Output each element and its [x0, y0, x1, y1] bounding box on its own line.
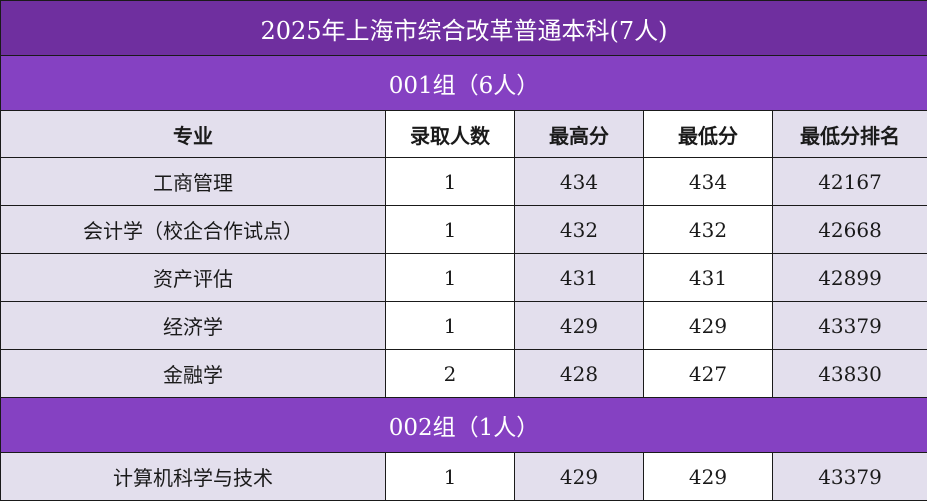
cell-max: 434 — [514, 157, 644, 206]
table-row: 经济学 1 429 429 43379 — [0, 301, 927, 350]
group-row: 001组（6人） — [0, 55, 927, 111]
cell-min: 431 — [643, 253, 773, 302]
cell-rank: 43379 — [771, 452, 927, 501]
cell-min: 429 — [643, 452, 773, 501]
cell-admitted: 1 — [385, 253, 515, 302]
cell-rank: 42668 — [771, 205, 927, 254]
header-row: 专业 录取人数 最高分 最低分 最低分排名 — [0, 110, 927, 158]
cell-min: 432 — [643, 205, 773, 254]
cell-max: 431 — [514, 253, 644, 302]
col-header-max: 最高分 — [514, 110, 644, 158]
title-row: 2025年上海市综合改革普通本科(7人) — [0, 0, 927, 56]
cell-min: 429 — [643, 301, 773, 350]
cell-major: 金融学 — [0, 349, 386, 398]
cell-major: 会计学（校企合作试点） — [0, 205, 386, 254]
table-title: 2025年上海市综合改革普通本科(7人) — [0, 0, 927, 56]
cell-major: 计算机科学与技术 — [0, 452, 386, 501]
table-row: 会计学（校企合作试点） 1 432 432 42668 — [0, 205, 927, 254]
cell-max: 432 — [514, 205, 644, 254]
cell-rank: 43830 — [771, 349, 927, 398]
cell-admitted: 1 — [385, 205, 515, 254]
cell-max: 429 — [514, 301, 644, 350]
cell-rank: 43379 — [771, 301, 927, 350]
cell-min: 434 — [643, 157, 773, 206]
group-label: 002组（1人） — [0, 397, 927, 453]
table-row: 资产评估 1 431 431 42899 — [0, 253, 927, 302]
table-row: 金融学 2 428 427 43830 — [0, 349, 927, 398]
cell-admitted: 1 — [385, 157, 515, 206]
cell-rank: 42899 — [771, 253, 927, 302]
cell-major: 工商管理 — [0, 157, 386, 206]
cell-admitted: 1 — [385, 301, 515, 350]
cell-max: 429 — [514, 452, 644, 501]
table-row: 工商管理 1 434 434 42167 — [0, 157, 927, 206]
col-header-admitted: 录取人数 — [385, 110, 515, 158]
cell-min: 427 — [643, 349, 773, 398]
group-label: 001组（6人） — [0, 55, 927, 111]
col-header-major: 专业 — [0, 110, 386, 158]
cell-admitted: 1 — [385, 452, 515, 501]
cell-admitted: 2 — [385, 349, 515, 398]
col-header-rank: 最低分排名 — [771, 110, 927, 158]
cell-rank: 42167 — [771, 157, 927, 206]
table-row: 计算机科学与技术 1 429 429 43379 — [0, 452, 927, 501]
cell-major: 经济学 — [0, 301, 386, 350]
cell-max: 428 — [514, 349, 644, 398]
col-header-min: 最低分 — [643, 110, 773, 158]
cell-major: 资产评估 — [0, 253, 386, 302]
group-row: 002组（1人） — [0, 397, 927, 453]
